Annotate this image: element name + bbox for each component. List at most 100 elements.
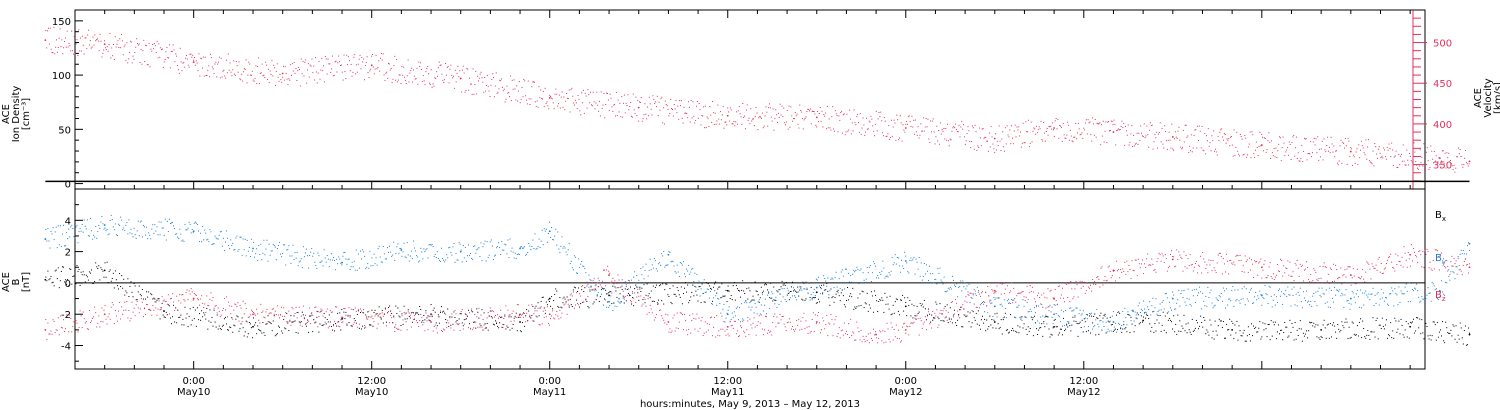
- velocity-sample: [344, 71, 346, 73]
- field-sample: [1230, 334, 1232, 336]
- field-sample: [753, 299, 755, 301]
- field-sample: [323, 323, 325, 325]
- field-sample: [528, 243, 530, 245]
- velocity-sample: [485, 90, 487, 92]
- velocity-sample: [1267, 140, 1269, 142]
- velocity-sample: [1236, 131, 1238, 133]
- velocity-sample: [1381, 155, 1383, 157]
- field-sample: [523, 316, 525, 318]
- field-sample: [57, 225, 59, 227]
- field-sample: [557, 231, 559, 233]
- field-sample: [1015, 330, 1017, 332]
- velocity-sample: [687, 117, 689, 119]
- field-sample: [1166, 312, 1168, 314]
- velocity-sample: [971, 125, 973, 127]
- field-sample: [1340, 295, 1342, 297]
- velocity-sample: [973, 148, 975, 150]
- velocity-sample: [95, 40, 97, 42]
- field-sample: [290, 315, 292, 317]
- field-sample: [803, 288, 805, 290]
- field-sample: [298, 306, 300, 308]
- field-sample: [179, 294, 181, 296]
- velocity-sample: [1011, 125, 1013, 127]
- velocity-sample: [533, 81, 535, 83]
- field-sample: [278, 317, 280, 319]
- field-sample: [102, 223, 104, 225]
- field-sample: [297, 265, 299, 267]
- field-sample: [102, 270, 104, 272]
- velocity-sample: [1314, 144, 1316, 146]
- velocity-sample: [1417, 168, 1419, 170]
- field-sample: [910, 257, 912, 259]
- velocity-sample: [834, 110, 836, 112]
- field-sample: [485, 327, 487, 329]
- field-sample: [599, 284, 601, 286]
- field-sample: [1379, 298, 1381, 300]
- velocity-sample: [1081, 132, 1083, 134]
- field-sample: [1225, 307, 1227, 309]
- field-sample: [503, 317, 505, 319]
- velocity-sample: [815, 124, 817, 126]
- field-sample: [716, 304, 718, 306]
- field-sample: [326, 255, 328, 257]
- velocity-sample: [264, 77, 266, 79]
- velocity-sample: [969, 140, 971, 142]
- field-sample: [62, 319, 64, 321]
- velocity-sample: [436, 71, 438, 73]
- field-sample: [1221, 326, 1223, 328]
- field-sample: [972, 293, 974, 295]
- field-sample: [133, 283, 135, 285]
- velocity-sample: [1170, 147, 1172, 149]
- field-sample: [780, 300, 782, 302]
- field-sample: [1042, 315, 1044, 317]
- field-sample: [1405, 283, 1407, 285]
- field-sample: [554, 318, 556, 320]
- velocity-sample: [259, 72, 261, 74]
- velocity-sample: [878, 111, 880, 113]
- field-sample: [627, 288, 629, 290]
- field-sample: [1087, 326, 1089, 328]
- velocity-sample: [1263, 150, 1264, 152]
- field-sample: [1137, 305, 1139, 307]
- field-sample: [437, 314, 439, 316]
- field-sample: [132, 236, 134, 238]
- velocity-sample: [665, 103, 667, 105]
- velocity-sample: [1324, 149, 1326, 151]
- field-sample: [258, 328, 260, 330]
- field-sample: [726, 301, 728, 303]
- velocity-sample: [1167, 139, 1169, 141]
- field-sample: [1341, 321, 1343, 323]
- field-sample: [955, 322, 957, 324]
- velocity-sample: [910, 125, 912, 127]
- velocity-sample: [1385, 158, 1387, 160]
- field-sample: [187, 299, 189, 301]
- field-sample: [1201, 308, 1203, 310]
- velocity-sample: [466, 67, 468, 69]
- field-sample: [673, 265, 675, 267]
- field-sample: [1311, 305, 1313, 307]
- field-sample: [879, 298, 881, 300]
- legend-by: By: [1435, 253, 1446, 266]
- velocity-sample: [1372, 150, 1374, 152]
- field-sample: [1079, 321, 1081, 323]
- field-sample: [666, 264, 668, 266]
- velocity-sample: [1107, 121, 1109, 123]
- velocity-sample: [634, 113, 636, 115]
- field-sample: [781, 288, 783, 290]
- velocity-sample: [946, 139, 948, 141]
- velocity-sample: [1461, 164, 1463, 166]
- density-tick-label: 150: [52, 17, 71, 28]
- velocity-sample: [1466, 163, 1468, 165]
- velocity-sample: [517, 100, 519, 102]
- field-sample: [1068, 322, 1070, 324]
- field-sample: [434, 324, 436, 326]
- velocity-sample: [337, 62, 339, 64]
- field-sample: [435, 256, 437, 258]
- field-sample: [134, 285, 136, 287]
- field-sample: [330, 311, 332, 313]
- field-sample: [889, 274, 891, 276]
- field-sample: [1222, 321, 1224, 323]
- field-sample: [736, 306, 738, 308]
- velocity-sample: [1245, 137, 1247, 139]
- field-sample: [671, 303, 673, 305]
